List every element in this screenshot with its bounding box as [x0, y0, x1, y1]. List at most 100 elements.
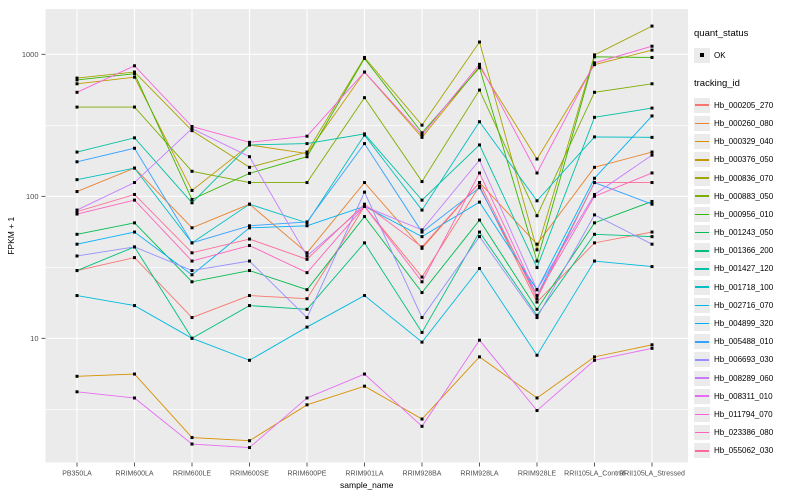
data-point[interactable] — [133, 64, 136, 68]
data-point[interactable] — [305, 181, 309, 185]
data-point[interactable] — [190, 197, 194, 201]
data-point[interactable] — [478, 171, 481, 175]
data-point[interactable] — [75, 212, 79, 216]
data-point[interactable] — [363, 56, 366, 60]
data-point[interactable] — [363, 372, 366, 376]
data-point[interactable] — [133, 181, 136, 185]
data-point[interactable] — [248, 165, 251, 169]
data-point[interactable] — [75, 269, 79, 273]
data-point[interactable] — [593, 165, 596, 169]
data-point[interactable] — [248, 237, 251, 241]
legend-item-Hb_001427_120[interactable]: Hb_001427_120 — [694, 260, 800, 278]
legend-item-Hb_000205_270[interactable]: Hb_000205_270 — [694, 96, 800, 114]
legend-item-Hb_008289_060[interactable]: Hb_008289_060 — [694, 369, 800, 387]
legend-item-Hb_000836_070[interactable]: Hb_000836_070 — [694, 169, 800, 187]
data-point[interactable] — [478, 158, 481, 162]
data-point[interactable] — [535, 214, 539, 218]
data-point[interactable] — [190, 127, 194, 131]
data-point[interactable] — [248, 304, 251, 308]
data-point[interactable] — [305, 297, 309, 301]
data-point[interactable] — [190, 259, 194, 263]
data-point[interactable] — [593, 115, 596, 119]
legend-item-Hb_000883_050[interactable]: Hb_000883_050 — [694, 187, 800, 205]
data-point[interactable] — [650, 230, 654, 234]
data-point[interactable] — [420, 228, 424, 232]
data-point[interactable] — [478, 200, 481, 204]
data-point[interactable] — [420, 417, 424, 421]
data-point[interactable] — [593, 241, 596, 245]
legend-item-Hb_023386_080[interactable]: Hb_023386_080 — [694, 424, 800, 442]
data-point[interactable] — [650, 82, 654, 86]
legend-item-ok[interactable]: OK — [694, 46, 800, 64]
data-point[interactable] — [75, 232, 79, 236]
data-point[interactable] — [593, 358, 596, 362]
data-point[interactable] — [190, 226, 194, 230]
data-point[interactable] — [420, 180, 424, 184]
data-point[interactable] — [535, 313, 539, 317]
data-point[interactable] — [535, 171, 539, 175]
data-point[interactable] — [305, 403, 309, 407]
data-point[interactable] — [420, 424, 424, 428]
data-point[interactable] — [478, 66, 481, 70]
data-point[interactable] — [75, 90, 79, 94]
data-point[interactable] — [593, 259, 596, 263]
data-point[interactable] — [363, 241, 366, 245]
data-point[interactable] — [478, 40, 481, 44]
data-point[interactable] — [75, 78, 79, 82]
data-point[interactable] — [650, 181, 654, 185]
data-point[interactable] — [420, 280, 424, 284]
data-point[interactable] — [535, 396, 539, 400]
data-point[interactable] — [478, 143, 481, 147]
data-point[interactable] — [420, 208, 424, 212]
data-point[interactable] — [305, 150, 309, 154]
data-point[interactable] — [248, 446, 251, 450]
data-point[interactable] — [420, 123, 424, 127]
data-point[interactable] — [535, 294, 539, 298]
data-point[interactable] — [593, 135, 596, 139]
data-point[interactable] — [593, 213, 596, 217]
data-point[interactable] — [248, 171, 251, 175]
data-point[interactable] — [593, 61, 596, 65]
data-point[interactable] — [190, 442, 194, 446]
data-point[interactable] — [478, 338, 481, 342]
data-point[interactable] — [190, 436, 194, 440]
data-point[interactable] — [305, 307, 309, 311]
data-point[interactable] — [190, 201, 194, 205]
data-point[interactable] — [478, 235, 481, 239]
data-point[interactable] — [593, 232, 596, 236]
data-point[interactable] — [478, 120, 481, 124]
legend-item-Hb_001366_200[interactable]: Hb_001366_200 — [694, 242, 800, 260]
data-point[interactable] — [650, 55, 654, 59]
data-point[interactable] — [363, 133, 366, 137]
data-point[interactable] — [75, 254, 79, 258]
data-point[interactable] — [478, 184, 481, 188]
data-point[interactable] — [190, 273, 194, 277]
legend-item-Hb_011794_070[interactable]: Hb_011794_070 — [694, 405, 800, 423]
data-point[interactable] — [133, 192, 136, 196]
data-point[interactable] — [363, 204, 366, 208]
data-point[interactable] — [305, 316, 309, 320]
legend-item-Hb_001718_100[interactable]: Hb_001718_100 — [694, 278, 800, 296]
data-point[interactable] — [305, 288, 309, 292]
data-point[interactable] — [133, 75, 136, 79]
data-point[interactable] — [75, 210, 79, 214]
data-point[interactable] — [248, 439, 251, 443]
data-point[interactable] — [133, 256, 136, 260]
data-point[interactable] — [420, 198, 424, 202]
data-point[interactable] — [650, 202, 654, 206]
data-point[interactable] — [305, 254, 309, 258]
data-point[interactable] — [133, 396, 136, 400]
data-point[interactable] — [420, 135, 424, 139]
data-point[interactable] — [190, 188, 194, 192]
data-point[interactable] — [478, 355, 481, 359]
data-point[interactable] — [593, 176, 596, 180]
data-point[interactable] — [593, 90, 596, 94]
data-point[interactable] — [535, 288, 539, 292]
data-point[interactable] — [363, 384, 366, 388]
data-point[interactable] — [363, 96, 366, 100]
data-point[interactable] — [363, 215, 366, 219]
data-point[interactable] — [650, 150, 654, 154]
data-point[interactable] — [650, 235, 654, 239]
data-point[interactable] — [535, 266, 539, 270]
data-point[interactable] — [535, 353, 539, 357]
